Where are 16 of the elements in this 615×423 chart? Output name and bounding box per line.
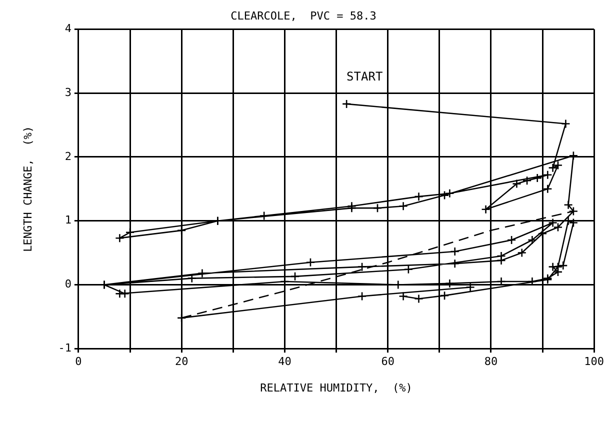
y-tick-label: -1: [58, 341, 72, 354]
x-tick-label: 80: [484, 355, 498, 368]
annotation: START: [346, 70, 383, 84]
x-axis-title: RELATIVE HUMIDITY, (%): [260, 381, 412, 394]
x-tick-label: 100: [584, 355, 604, 368]
y-tick-label: 1: [64, 214, 72, 227]
chart-title: CLEARCOLE, PVC = 58.3: [230, 9, 376, 22]
y-tick-label: 4: [64, 22, 72, 36]
y-tick-label: 0: [64, 278, 72, 291]
x-tick-label: 0: [75, 355, 82, 368]
y-tick-label: 3: [64, 86, 72, 99]
x-tick-label: 60: [381, 355, 394, 368]
y-tick-label: 2: [64, 150, 72, 163]
x-tick-label: 20: [174, 355, 188, 368]
x-tick-label: 40: [278, 355, 292, 368]
y-axis-title: LENGTH CHANGE, (%): [21, 126, 34, 252]
